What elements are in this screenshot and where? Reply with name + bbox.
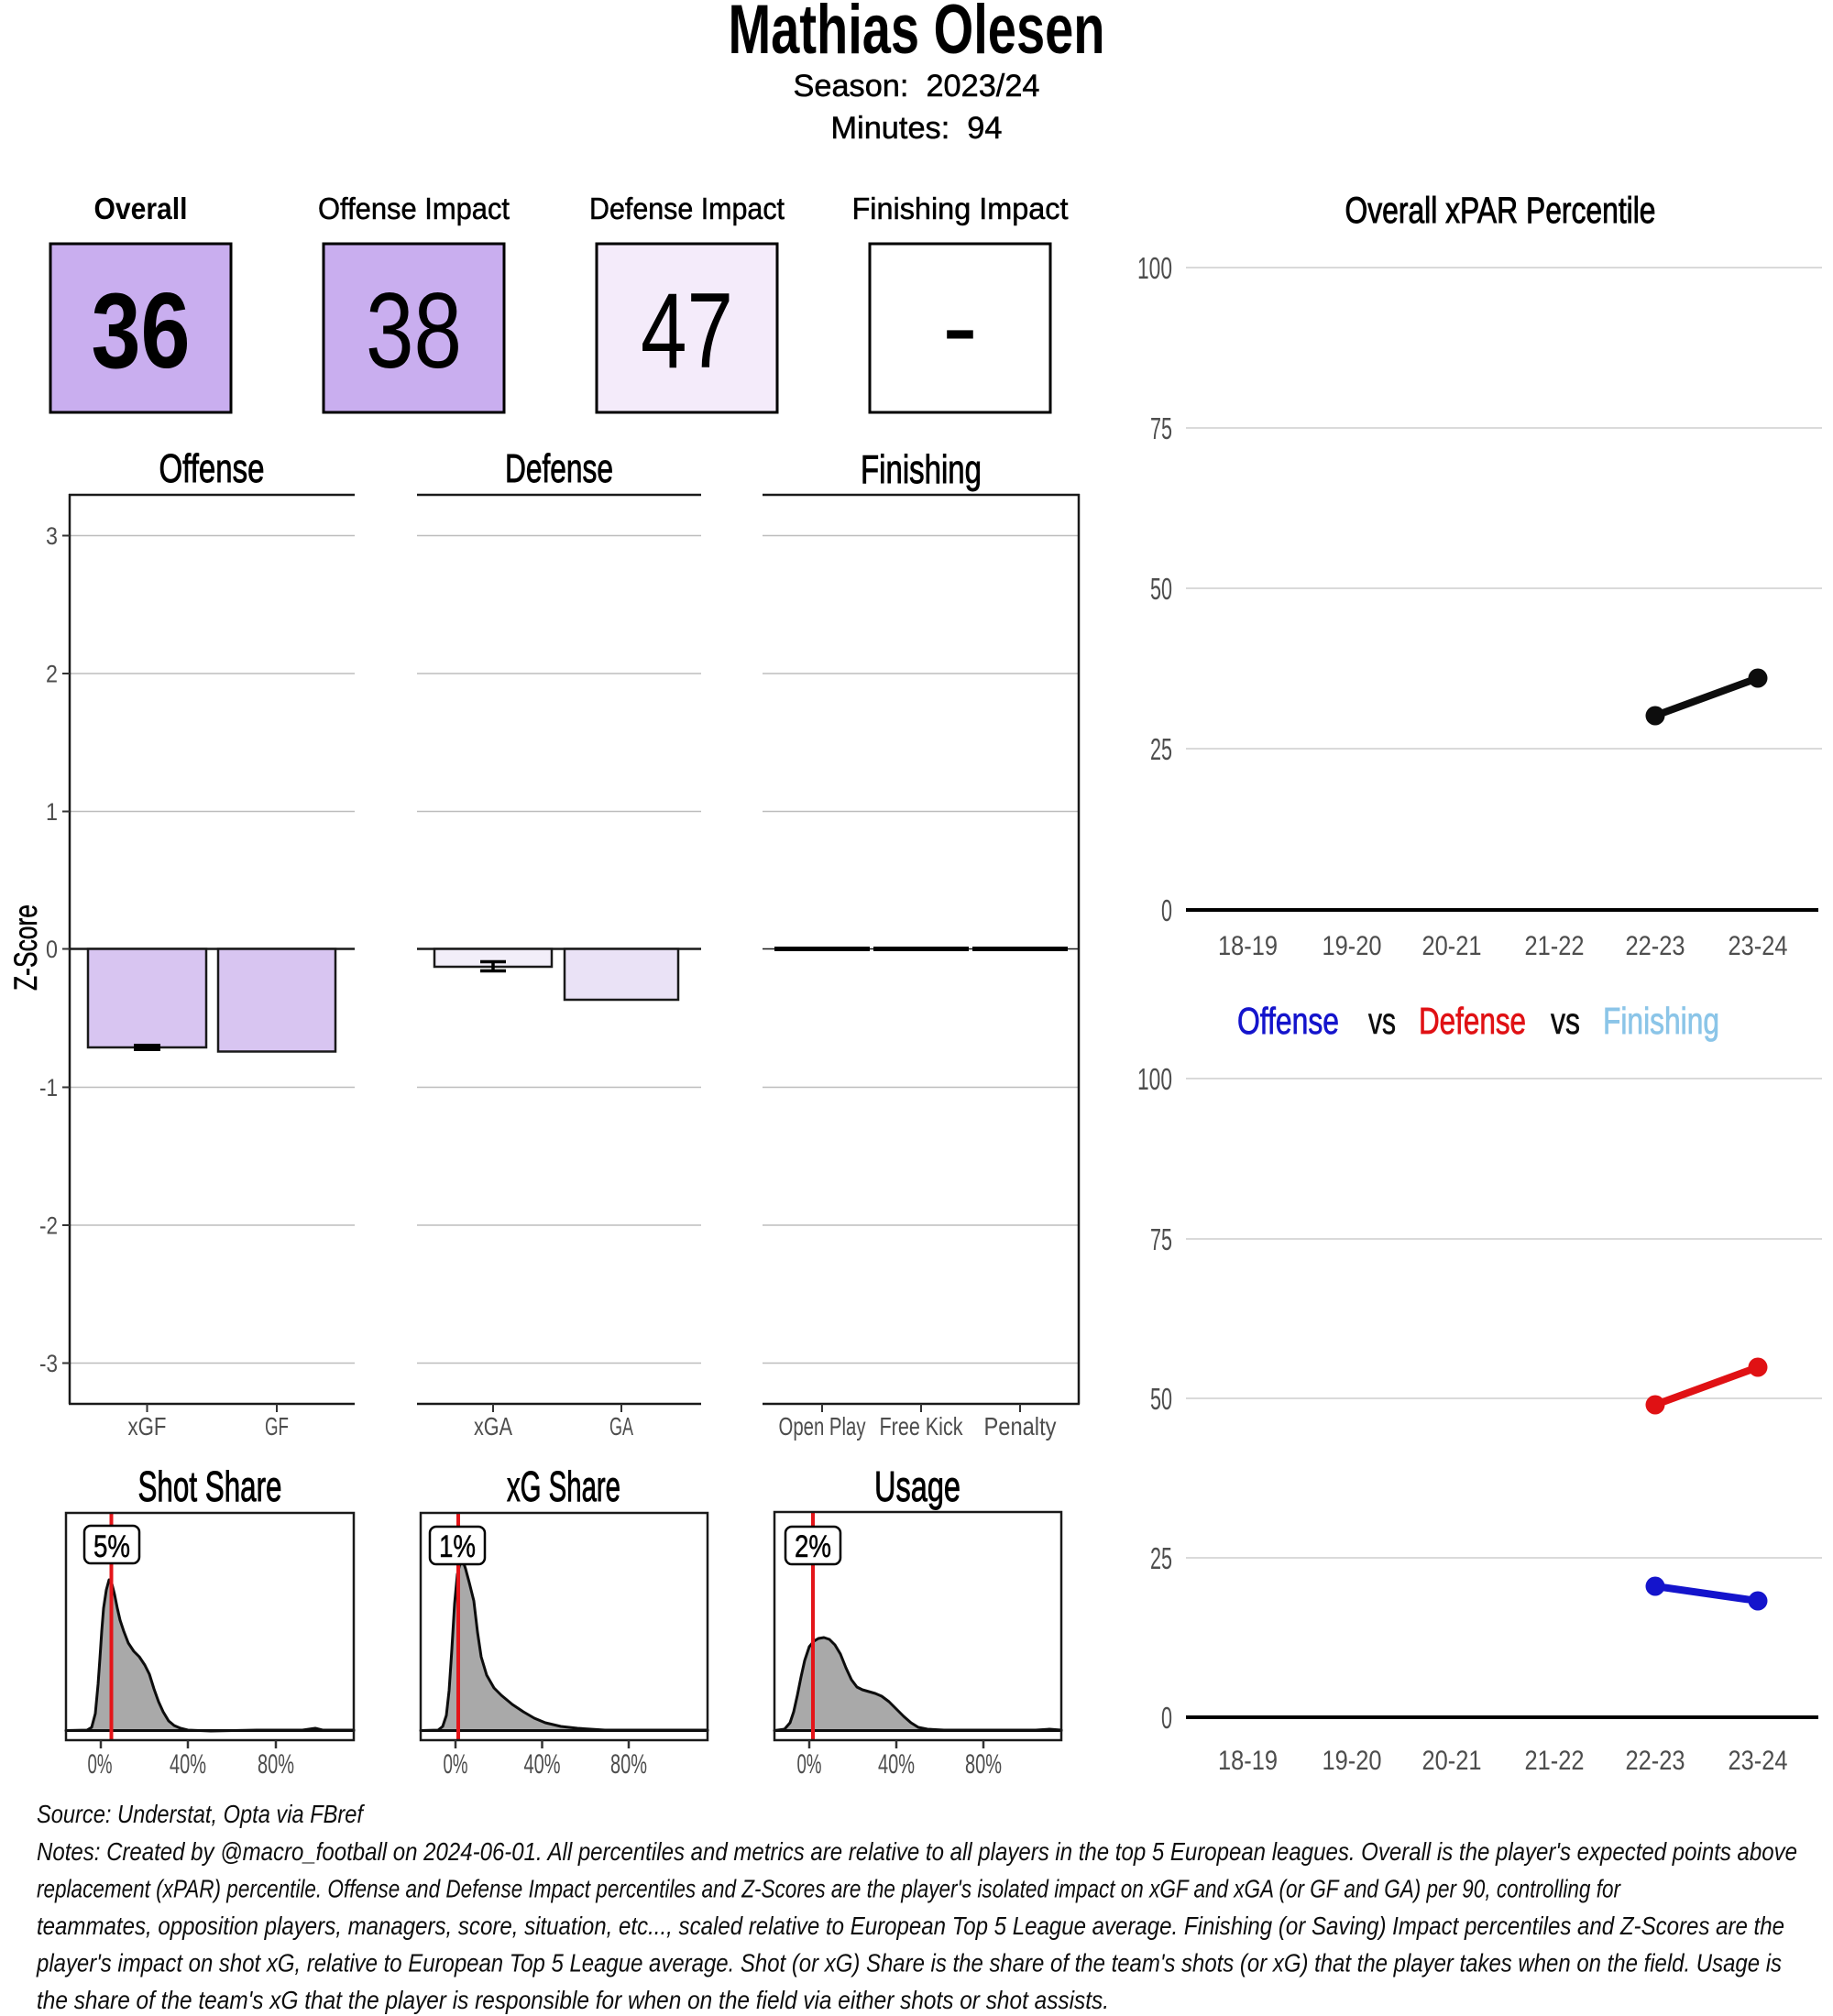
- svg-text:0%: 0%: [797, 1749, 822, 1780]
- svg-text:18-19: 18-19: [1218, 1746, 1278, 1776]
- svg-text:-1: -1: [39, 1074, 58, 1101]
- svg-text:36: 36: [92, 270, 191, 390]
- svg-text:0: 0: [1161, 893, 1172, 927]
- svg-text:Minutes: 94: Minutes: 94: [831, 111, 1003, 146]
- svg-text:5%: 5%: [93, 1529, 130, 1564]
- svg-text:19-20: 19-20: [1323, 1746, 1382, 1776]
- svg-text:Overall xPAR Percentile: Overall xPAR Percentile: [1345, 191, 1656, 231]
- svg-text:Finishing: Finishing: [861, 447, 982, 492]
- svg-text:23-24: 23-24: [1729, 931, 1788, 961]
- svg-text:100: 100: [1137, 251, 1172, 285]
- svg-text:22-23: 22-23: [1626, 1746, 1685, 1776]
- svg-text:-2: -2: [39, 1212, 58, 1240]
- svg-text:3: 3: [46, 522, 58, 550]
- svg-text:GA: GA: [609, 1412, 633, 1441]
- svg-text:Z-Score: Z-Score: [8, 904, 44, 991]
- svg-text:Defense Impact: Defense Impact: [589, 192, 785, 225]
- svg-text:40%: 40%: [170, 1749, 206, 1780]
- svg-text:2: 2: [46, 661, 58, 688]
- svg-text:80%: 80%: [610, 1749, 647, 1780]
- svg-text:Open Play: Open Play: [779, 1412, 866, 1441]
- svg-text:19-20: 19-20: [1323, 931, 1382, 961]
- svg-text:20-21: 20-21: [1422, 931, 1482, 961]
- svg-text:Defense: Defense: [505, 446, 613, 491]
- svg-text:Season: 2023/24: Season: 2023/24: [794, 69, 1040, 104]
- svg-text:18-19: 18-19: [1218, 931, 1278, 961]
- svg-text:Finishing: Finishing: [1603, 1000, 1719, 1042]
- svg-text:Penalty: Penalty: [984, 1412, 1057, 1441]
- svg-text:75: 75: [1150, 1222, 1172, 1256]
- svg-text:40%: 40%: [524, 1749, 561, 1780]
- svg-text:xGA: xGA: [474, 1412, 512, 1441]
- svg-text:50: 50: [1150, 1382, 1172, 1416]
- svg-text:Overall: Overall: [94, 192, 188, 225]
- svg-text:0: 0: [1161, 1701, 1172, 1735]
- svg-text:75: 75: [1150, 411, 1172, 445]
- svg-text:Free Kick: Free Kick: [880, 1412, 964, 1441]
- svg-text:20-21: 20-21: [1422, 1746, 1482, 1776]
- svg-text:xG Share: xG Share: [507, 1463, 620, 1510]
- svg-text:100: 100: [1137, 1062, 1172, 1096]
- svg-text:the share of the team's xG tha: the share of the team's xG that the play…: [37, 1986, 1109, 2014]
- svg-text:Offense Impact: Offense Impact: [318, 192, 510, 225]
- svg-text:Finishing Impact: Finishing Impact: [852, 192, 1069, 225]
- svg-text:80%: 80%: [258, 1749, 294, 1780]
- svg-text:Notes: Created by @macro_footb: Notes: Created by @macro_football on 202…: [37, 1837, 1797, 1866]
- svg-text:vs: vs: [1551, 1000, 1580, 1042]
- svg-text:2%: 2%: [795, 1529, 831, 1564]
- svg-text:replacement (xPAR) percentile.: replacement (xPAR) percentile. Offense a…: [37, 1875, 1621, 1903]
- svg-text:38: 38: [366, 270, 462, 390]
- svg-text:0: 0: [46, 936, 58, 963]
- svg-text:40%: 40%: [878, 1749, 915, 1780]
- svg-text:Mathias Olesen: Mathias Olesen: [729, 0, 1105, 69]
- svg-text:0%: 0%: [88, 1749, 113, 1780]
- svg-text:Usage: Usage: [874, 1463, 960, 1510]
- svg-text:50: 50: [1150, 572, 1172, 606]
- svg-text:1%: 1%: [439, 1529, 476, 1564]
- svg-text:21-22: 21-22: [1525, 1746, 1585, 1776]
- svg-text:25: 25: [1150, 732, 1172, 766]
- svg-text:Source: Understat, Opta via FB: Source: Understat, Opta via FBref: [37, 1800, 366, 1828]
- svg-text:vs: vs: [1368, 1000, 1396, 1042]
- svg-text:player's impact on shot xG, re: player's impact on shot xG, relative to …: [36, 1949, 1782, 1978]
- svg-text:1: 1: [46, 798, 58, 826]
- svg-text:-: -: [942, 266, 978, 386]
- svg-text:Offense: Offense: [159, 446, 265, 491]
- svg-text:25: 25: [1150, 1541, 1172, 1575]
- svg-text:-3: -3: [39, 1350, 58, 1377]
- svg-text:Shot Share: Shot Share: [138, 1463, 282, 1510]
- svg-text:Offense: Offense: [1237, 1000, 1339, 1042]
- svg-text:GF: GF: [265, 1412, 289, 1441]
- svg-text:22-23: 22-23: [1626, 931, 1685, 961]
- svg-text:xGF: xGF: [128, 1412, 167, 1441]
- svg-text:23-24: 23-24: [1729, 1746, 1788, 1776]
- svg-text:teammates, opposition players,: teammates, opposition players, managers,…: [37, 1912, 1784, 1940]
- svg-text:0%: 0%: [444, 1749, 468, 1780]
- svg-text:21-22: 21-22: [1525, 931, 1585, 961]
- svg-text:47: 47: [641, 270, 733, 390]
- svg-text:Defense: Defense: [1419, 1000, 1526, 1042]
- svg-text:80%: 80%: [965, 1749, 1002, 1780]
